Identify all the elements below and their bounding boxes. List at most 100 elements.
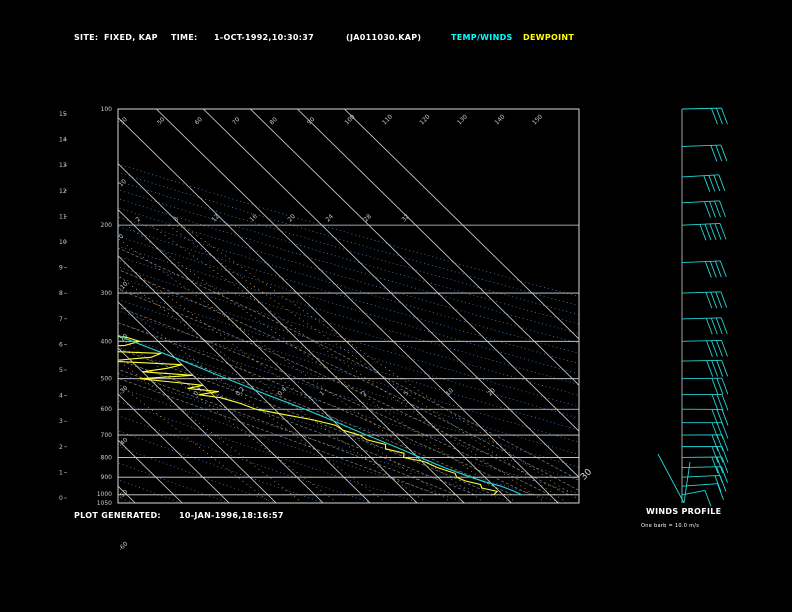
wind-barb-flag xyxy=(711,434,719,452)
pressure-tick-label: 800 xyxy=(101,454,113,461)
mixing-ratio-line xyxy=(181,224,579,500)
wind-barb-flag xyxy=(714,475,722,492)
mixing-ratio-line xyxy=(118,301,387,503)
pressure-tick-label: 500 xyxy=(101,376,113,383)
wind-barb-flag xyxy=(715,145,723,162)
isotherms xyxy=(0,109,579,503)
wind-barb-staff xyxy=(681,483,718,487)
mixing-ratio-label: 24 xyxy=(324,213,334,223)
wind-barb-flag xyxy=(721,394,729,411)
moist-adiabat-line xyxy=(118,348,494,496)
wind-barb-flag xyxy=(721,378,729,395)
dry-adiabat-line xyxy=(118,359,563,503)
pressure-tick-label: 200 xyxy=(101,222,113,229)
dry-adiabat-line xyxy=(118,496,134,503)
sounding-traces xyxy=(118,334,522,496)
dry-adiabat-label: -60 xyxy=(117,540,129,552)
wind-barb-flag xyxy=(719,260,727,278)
height-tick-label: 12 xyxy=(59,188,67,195)
dry-adiabat-label: 100 xyxy=(343,113,356,126)
moist-adiabat-label: 20 xyxy=(486,387,496,397)
wind-barb-flag xyxy=(711,456,719,474)
wind-barb-flag xyxy=(711,409,719,426)
legend-dew: DEWPOINT xyxy=(523,33,575,42)
pressure-tick-label: 600 xyxy=(101,406,113,413)
dry-adiabat-line xyxy=(118,299,579,443)
moist-adiabat-line xyxy=(118,288,569,496)
wind-barb-flag xyxy=(711,422,719,439)
wind-barb-flag xyxy=(715,317,723,335)
wind-barb-flag xyxy=(711,378,719,395)
wind-barb-flag xyxy=(716,108,723,125)
dry-adiabat-line xyxy=(0,109,38,503)
mixing-ratio-line xyxy=(118,359,304,503)
dry-adiabat-line xyxy=(118,462,230,503)
wind-barb-flag xyxy=(716,360,724,377)
isotherm-line xyxy=(118,393,230,503)
mixing-ratio-label: 20 xyxy=(286,213,296,223)
dry-adiabat-line xyxy=(0,109,86,503)
wind-barb-flag xyxy=(716,340,723,357)
isotherm-line xyxy=(156,109,559,503)
mixing-ratio-label: 2 xyxy=(134,216,142,224)
moist-adiabat-label: 0.1 xyxy=(192,386,204,398)
height-tick-label: 0 xyxy=(59,495,63,502)
wind-barb-staff xyxy=(681,317,722,320)
wind-barb-flag xyxy=(704,223,712,241)
pressure-tick-label: 300 xyxy=(101,290,113,297)
wind-barb-flag xyxy=(721,340,728,357)
moist-adiabat-line xyxy=(118,247,579,481)
height-tick-label: 8 xyxy=(59,290,63,297)
isotherm-line xyxy=(297,109,579,386)
wind-barb-flag xyxy=(706,360,714,377)
wind-barb-flag xyxy=(706,340,713,357)
moist-adiabat-label: 0.4 xyxy=(276,386,288,398)
dewpoint-trace xyxy=(118,335,499,496)
height-tick-label: 9 xyxy=(59,265,63,272)
isotherm-line xyxy=(118,163,465,503)
chart-labels: 1002003004005006007008009001000105001234… xyxy=(59,106,594,552)
mixing-ratio-line xyxy=(118,382,272,503)
dry-adiabat-line xyxy=(118,346,579,495)
height-tick-label: 6 xyxy=(59,341,63,348)
dry-adiabat-label: 130 xyxy=(456,113,469,126)
wind-barb-staff xyxy=(681,489,706,496)
pressure-tick-label: 700 xyxy=(101,432,113,439)
isotherm-line xyxy=(203,109,579,478)
moist-adiabat-line xyxy=(118,336,513,496)
wind-barb-staff xyxy=(683,461,691,504)
site-value: FIXED, KAP xyxy=(104,33,158,42)
dry-adiabat-line xyxy=(118,430,325,503)
wind-barb-flag xyxy=(715,291,723,309)
wind-barb-staff xyxy=(681,359,722,362)
dry-adiabat-line xyxy=(118,400,420,503)
wind-barb-flag xyxy=(710,145,718,162)
wind-barb-flag xyxy=(711,360,719,377)
file-name: (JA011030.KAP) xyxy=(346,33,422,42)
dry-adiabat-line xyxy=(118,189,579,325)
dry-adiabat-label: 140 xyxy=(493,113,506,126)
isotherm-line xyxy=(118,485,136,503)
pressure-tick-label: 1050 xyxy=(97,500,112,507)
mixing-ratio-label: 8 xyxy=(172,216,180,224)
isotherm-line xyxy=(0,109,41,503)
moist-adiabat-line xyxy=(118,368,457,496)
wind-barb-flag xyxy=(713,174,721,192)
mixing-ratio-label: 32 xyxy=(400,213,410,223)
dry-adiabat-label: 110 xyxy=(381,113,394,126)
isotherm-line xyxy=(118,347,277,503)
wind-barb-flag xyxy=(716,446,724,463)
isotherm-line xyxy=(118,301,324,503)
wind-barb-flag xyxy=(716,378,724,395)
moist-adiabat-label: 1 xyxy=(318,390,326,398)
wind-barb-flag xyxy=(721,107,728,125)
mixing-ratio-lines xyxy=(118,224,579,503)
mixing-ratio-label: 28 xyxy=(362,213,372,223)
wind-barb-staff xyxy=(681,200,720,204)
wind-barb-flag xyxy=(716,456,724,474)
dry-adiabat-label: -20 xyxy=(117,332,129,344)
wind-barb-flag xyxy=(721,409,729,426)
dry-adiabats xyxy=(0,109,579,503)
wind-barb-flag xyxy=(714,261,722,278)
moist-adiabat-line xyxy=(118,306,551,496)
